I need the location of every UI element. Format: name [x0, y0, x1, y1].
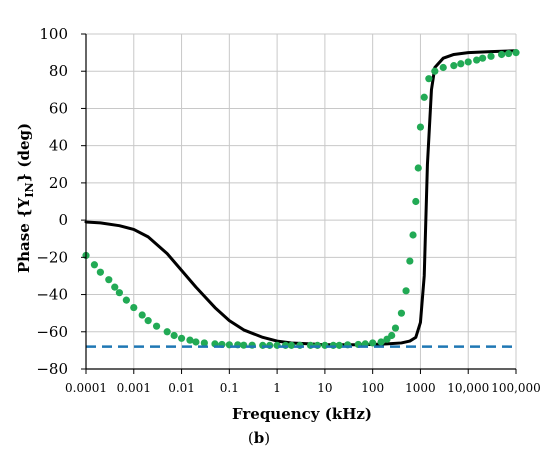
caption-close-paren: )	[264, 429, 270, 447]
y-tick-label: 80	[49, 62, 68, 80]
x-tick-label: 100	[361, 381, 384, 395]
x-tick-label: 1	[273, 381, 281, 395]
y-tick-label: 20	[49, 174, 68, 192]
x-tick-labels: 0.0001 0.001 0.01 0.1 1 10 100 1000 10,000 100,00…	[65, 381, 541, 395]
series-1-point	[335, 341, 343, 349]
series-1-point	[416, 123, 425, 131]
y-axis-title-prefix: Phase {Y	[15, 197, 33, 273]
y-axis-title-suffix: } (deg)	[15, 123, 33, 183]
y-axis-title: Phase {YIN} (deg)	[15, 123, 36, 273]
series-1-point	[487, 52, 495, 60]
axes	[81, 33, 517, 374]
series-1-point	[431, 67, 439, 75]
y-tick-label: 100	[39, 25, 68, 43]
figure-caption: (b)	[248, 429, 270, 447]
series-1-point	[420, 93, 428, 101]
series-1-point	[464, 58, 472, 66]
x-tick-label: 10,000	[447, 381, 489, 395]
y-tick-labels: 100 80 60 40 20 0 −20 −40 −60 −80	[36, 25, 68, 378]
y-tick-label: −20	[36, 248, 68, 266]
series-1-point	[414, 164, 422, 172]
series-1-point	[377, 338, 385, 346]
series-1-point	[402, 287, 410, 295]
series-1-point	[504, 49, 513, 58]
series-1-point	[479, 54, 487, 62]
caption-label: b	[254, 429, 265, 447]
series-1-point	[152, 322, 161, 330]
x-tick-label: 10	[317, 381, 332, 395]
y-tick-label: −40	[36, 286, 68, 304]
series-1-point	[406, 257, 414, 265]
series-1-point	[450, 62, 458, 70]
x-tick-label: 0.01	[168, 381, 195, 395]
series-1-point	[105, 276, 113, 284]
x-axis-title: Frequency (kHz)	[232, 405, 372, 423]
series-1-point	[512, 49, 520, 57]
series-1-point	[200, 339, 208, 347]
series-1-point	[369, 339, 377, 347]
series-1-point	[138, 311, 146, 319]
series-layer	[82, 49, 520, 349]
series-1-point	[425, 75, 433, 83]
series-1-point	[391, 324, 400, 332]
x-tick-label: 1000	[405, 381, 436, 395]
series-1-point	[90, 261, 99, 269]
series-1-point	[287, 341, 296, 349]
series-1-point	[498, 50, 506, 59]
y-axis-title-subscript: IN	[23, 182, 36, 197]
series-1-point	[388, 331, 396, 340]
y-tick-label: −80	[36, 360, 68, 378]
series-1-point	[96, 268, 104, 276]
series-1-point	[144, 317, 152, 325]
series-1-point	[170, 331, 178, 340]
series-1-point	[397, 309, 406, 317]
series-1-point	[111, 283, 119, 291]
series-1-point	[122, 296, 130, 304]
series-1-point	[192, 338, 200, 346]
x-tick-label: 100,000	[491, 381, 541, 395]
series-1-point	[240, 341, 248, 349]
series-1-point	[186, 336, 194, 344]
series-1-point	[163, 328, 171, 336]
series-1-point	[409, 231, 417, 239]
y-tick-label: 40	[49, 137, 68, 155]
series-1-point	[177, 334, 186, 342]
y-tick-label: −60	[36, 323, 68, 341]
series-1-point	[130, 303, 138, 312]
x-tick-label: 0.1	[220, 381, 239, 395]
y-tick-label: 60	[49, 99, 68, 117]
series-1-point	[412, 197, 420, 206]
x-tick-label: 0.001	[117, 381, 151, 395]
series-1-point	[457, 60, 465, 68]
caption-open-paren: (	[248, 429, 254, 447]
series-1-point	[473, 56, 481, 64]
y-tick-label: 0	[58, 211, 68, 229]
series-1-point	[439, 63, 447, 72]
series-1-point	[115, 289, 123, 297]
x-tick-label: 0.0001	[65, 381, 107, 395]
